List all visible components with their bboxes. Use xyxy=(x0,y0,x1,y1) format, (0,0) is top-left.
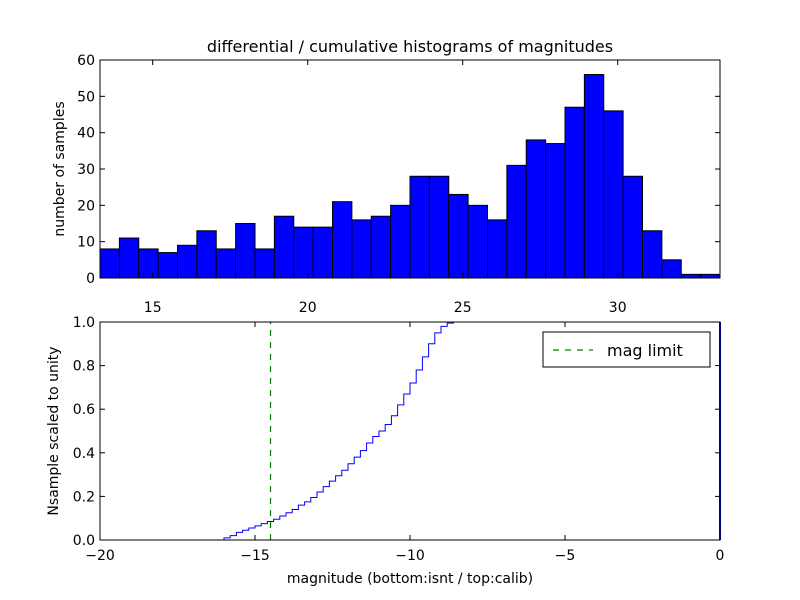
histogram-bar xyxy=(487,219,508,279)
histogram-bar xyxy=(583,74,605,279)
histogram-bar xyxy=(157,252,178,279)
y-tick-label: 0.6 xyxy=(73,402,95,418)
top-y-axis-label: number of samples xyxy=(52,101,68,236)
y-tick-label: 30 xyxy=(77,162,95,178)
histogram-bar xyxy=(525,139,547,279)
histogram-bar xyxy=(273,215,295,279)
histogram-bar xyxy=(138,248,159,279)
histogram-bar xyxy=(118,237,140,279)
x-tick-label: 15 xyxy=(144,300,162,316)
x-tick-label: −15 xyxy=(240,548,270,564)
x-tick-label: −5 xyxy=(555,548,576,564)
x-tick-label: 30 xyxy=(609,300,627,316)
x-tick-label: 25 xyxy=(454,300,472,316)
top-y-ticks: 0 10 20 30 40 50 60 xyxy=(77,53,720,287)
bottom-y-axis-label: Nsample scaled to unity xyxy=(46,346,62,515)
histogram-bar xyxy=(467,204,488,279)
histogram-bar xyxy=(293,226,314,279)
histogram-bar xyxy=(448,193,469,279)
top-chart-title: differential / cumulative histograms of … xyxy=(207,37,613,56)
histogram-bar xyxy=(661,259,682,279)
y-tick-label: 0.8 xyxy=(73,359,95,375)
legend: mag limit xyxy=(542,331,711,368)
top-x-ticks: 15 20 25 30 xyxy=(144,60,627,316)
bottom-y-ticks: 0.0 0.2 0.4 0.6 0.8 1.0 xyxy=(73,315,720,549)
histogram-bar xyxy=(506,164,527,279)
histogram-bar xyxy=(215,248,237,279)
histogram-bar xyxy=(390,204,411,279)
histogram-bar xyxy=(622,175,643,279)
y-tick-label: 10 xyxy=(77,235,95,251)
x-tick-label: 20 xyxy=(299,300,317,316)
histogram-bar xyxy=(409,175,430,279)
histogram-bar xyxy=(370,215,392,279)
y-tick-label: 40 xyxy=(77,126,95,142)
y-tick-label: 0.4 xyxy=(73,446,95,462)
y-tick-label: 1.0 xyxy=(73,315,95,331)
y-tick-label: 0 xyxy=(86,271,95,287)
bottom-x-ticks: −20 −15 −10 −5 0 xyxy=(85,322,724,564)
y-tick-label: 20 xyxy=(77,198,95,214)
legend-label: mag limit xyxy=(607,341,683,360)
histogram-bar xyxy=(564,106,585,279)
y-tick-label: 0.0 xyxy=(73,533,95,549)
histogram-bar xyxy=(428,175,450,279)
y-tick-label: 50 xyxy=(77,89,95,105)
histogram-bar xyxy=(312,226,333,279)
x-tick-label: 0 xyxy=(716,548,725,564)
histogram-bar xyxy=(545,143,566,279)
x-tick-label: −20 xyxy=(85,548,115,564)
histogram-bar xyxy=(332,201,353,279)
histogram-bar xyxy=(642,230,663,279)
top-histogram-bars xyxy=(99,74,721,279)
y-tick-label: 60 xyxy=(77,53,95,69)
histogram-bar xyxy=(700,273,721,279)
histogram-bar xyxy=(254,248,275,279)
bottom-x-axis-label: magnitude (bottom:isnt / top:calib) xyxy=(287,571,533,587)
histogram-bar xyxy=(177,244,198,279)
histogram-bar xyxy=(196,230,217,279)
histogram-bar xyxy=(235,223,256,279)
y-tick-label: 0.2 xyxy=(73,489,95,505)
cumulative-step-line xyxy=(100,321,720,541)
histogram-bar xyxy=(603,110,624,279)
histogram-bar xyxy=(680,273,702,279)
x-tick-label: −10 xyxy=(395,548,425,564)
histogram-bar xyxy=(99,248,120,279)
histogram-bar xyxy=(351,219,372,279)
